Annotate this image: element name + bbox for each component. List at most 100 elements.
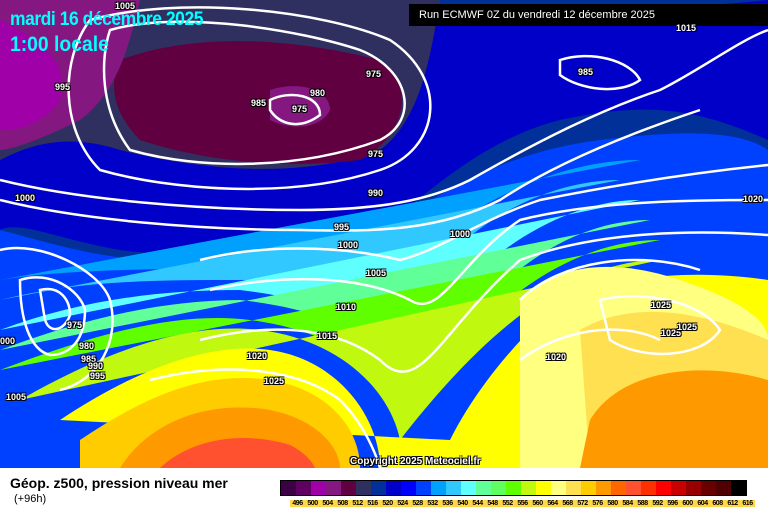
- isobar-label: 1020: [743, 194, 764, 204]
- color-swatch: [386, 481, 401, 495]
- scale-label: 528: [410, 500, 425, 507]
- isobar-label: 1025: [264, 376, 285, 386]
- isobar-label: 995: [334, 222, 350, 232]
- color-swatch: [611, 481, 626, 495]
- scale-label: 580: [605, 500, 620, 507]
- color-swatch: [401, 481, 416, 495]
- scale-label: 556: [515, 500, 530, 507]
- isobar-label: 975: [368, 149, 384, 159]
- isobar-label: 1015: [676, 23, 697, 33]
- forecast-time: 1:00 locale: [10, 33, 109, 56]
- isobar-label: 1005: [366, 268, 387, 278]
- isobar-label: 1000: [450, 229, 471, 239]
- color-swatch: [596, 481, 611, 495]
- scale-label: 616: [740, 500, 755, 507]
- scale-label: 592: [650, 500, 665, 507]
- scale-label: 584: [620, 500, 635, 507]
- isobar-label: 1010: [336, 302, 357, 312]
- isobar-label: 1025: [661, 328, 682, 338]
- geopotential-map: [0, 0, 768, 468]
- color-swatch: [281, 481, 296, 495]
- color-swatch: [296, 481, 311, 495]
- isobar-label: 1015: [317, 331, 338, 341]
- color-swatch: [416, 481, 431, 495]
- scale-label: 612: [725, 500, 740, 507]
- scale-label: 608: [710, 500, 725, 507]
- forecast-date: mardi 16 décembre 2025: [10, 9, 203, 30]
- scale-label: 576: [590, 500, 605, 507]
- isobar-label: 985: [578, 67, 594, 77]
- isobar-label: 975: [366, 69, 382, 79]
- color-swatch: [551, 481, 566, 495]
- isobar-label: 995: [55, 82, 71, 92]
- legend-subtitle: (+96h): [14, 493, 47, 505]
- scale-label: 524: [395, 500, 410, 507]
- color-swatch: [341, 481, 356, 495]
- color-swatch: [356, 481, 371, 495]
- scale-label: 496: [290, 500, 305, 507]
- isobar-label: 1025: [677, 322, 698, 332]
- copyright: Copyright 2025 Meteociel.fr: [350, 456, 481, 467]
- isobar-label: 985: [251, 98, 267, 108]
- scale-label: 572: [575, 500, 590, 507]
- scale-label: 540: [455, 500, 470, 507]
- scale-label: 504: [320, 500, 335, 507]
- color-swatch: [671, 481, 686, 495]
- color-swatch: [731, 481, 746, 495]
- color-swatch: [536, 481, 551, 495]
- isobar-label: 985: [81, 354, 97, 364]
- color-swatch: [491, 481, 506, 495]
- isobar-label: 1000: [15, 193, 36, 203]
- color-swatch: [701, 481, 716, 495]
- isobar-label: 990: [368, 188, 384, 198]
- color-swatch: [686, 481, 701, 495]
- scale-label: 560: [530, 500, 545, 507]
- scale-label: 604: [695, 500, 710, 507]
- color-swatch: [521, 481, 536, 495]
- color-swatch: [641, 481, 656, 495]
- scale-label: 568: [560, 500, 575, 507]
- scale-label: 536: [440, 500, 455, 507]
- isobar-label: 1005: [6, 392, 27, 402]
- scale-label: 548: [485, 500, 500, 507]
- color-scale: [280, 480, 747, 496]
- run-info: Run ECMWF 0Z du vendredi 12 décembre 202…: [409, 4, 768, 26]
- color-swatch: [716, 481, 731, 495]
- isobar-label: 1025: [651, 300, 672, 310]
- isobar-label: 1020: [546, 352, 567, 362]
- scale-label: 500: [305, 500, 320, 507]
- color-swatch: [506, 481, 521, 495]
- isobar-label: 990: [88, 361, 104, 371]
- scale-label: 544: [470, 500, 485, 507]
- color-swatch: [566, 481, 581, 495]
- color-swatch: [431, 481, 446, 495]
- color-swatch: [626, 481, 641, 495]
- color-swatch: [581, 481, 596, 495]
- color-swatch: [461, 481, 476, 495]
- isobar-label: 980: [79, 341, 95, 351]
- isobar-label: 1005: [115, 1, 136, 11]
- color-swatch: [476, 481, 491, 495]
- scale-label: 564: [545, 500, 560, 507]
- scale-label: 588: [635, 500, 650, 507]
- isobar-label: 980: [310, 88, 326, 98]
- color-swatch: [656, 481, 671, 495]
- isobar-lines: [0, 6, 768, 468]
- scale-label: 520: [380, 500, 395, 507]
- isobar-label: 975: [292, 104, 308, 114]
- scale-label: 508: [335, 500, 350, 507]
- color-swatch: [446, 481, 461, 495]
- legend-title: Géop. z500, pression niveau mer: [10, 475, 228, 491]
- color-scale-labels: 496 500 504 508 512 516 520 524 528 532 536 540 544 5…: [290, 500, 755, 507]
- isobar-label: 995: [90, 371, 106, 381]
- isobar-label: 1000: [338, 240, 359, 250]
- isobar-label: 000: [0, 336, 16, 346]
- scale-label: 596: [665, 500, 680, 507]
- scale-label: 512: [350, 500, 365, 507]
- scale-label: 600: [680, 500, 695, 507]
- color-swatch: [326, 481, 341, 495]
- isobar-label: 975: [67, 320, 83, 330]
- scale-label: 552: [500, 500, 515, 507]
- color-swatch: [371, 481, 386, 495]
